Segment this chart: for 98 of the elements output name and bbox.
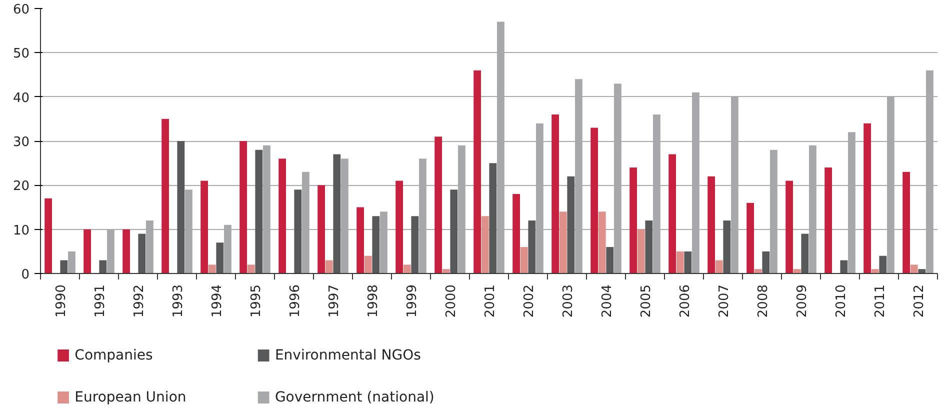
x-tick-label: 1990: [54, 284, 69, 318]
legend-label: Environmental NGOs: [274, 348, 421, 364]
bar: [637, 229, 645, 274]
x-tick-label: 2005: [639, 284, 654, 318]
bar: [99, 260, 107, 274]
x-tick-label: 1997: [327, 284, 342, 318]
bar: [294, 190, 302, 274]
bar: [442, 269, 450, 274]
bar: [723, 220, 731, 274]
bar: [676, 251, 684, 274]
bar: [918, 269, 926, 274]
bar: [762, 251, 770, 274]
y-tick-label: 50: [12, 46, 30, 62]
bar: [396, 180, 404, 274]
bar: [364, 256, 372, 274]
bar: [318, 185, 326, 274]
bar: [668, 154, 676, 274]
bar: [630, 168, 638, 274]
bar: [528, 220, 536, 274]
x-tick-label: 1999: [405, 284, 420, 318]
bar: [208, 264, 216, 274]
bar: [567, 176, 575, 274]
bar: [793, 269, 801, 274]
x-tick-label: 1992: [132, 284, 147, 318]
bar: [278, 158, 286, 274]
bar: [372, 216, 380, 274]
x-tick-label: 2007: [717, 284, 732, 318]
legend-label: Government (national): [274, 390, 434, 406]
bar: [356, 207, 364, 274]
bar: [840, 260, 848, 274]
bar: [481, 216, 489, 274]
y-tick-label: 30: [12, 135, 30, 150]
bar: [559, 212, 567, 274]
bar: [247, 264, 255, 274]
bar: [177, 141, 185, 274]
bar: [255, 150, 263, 274]
bar: [910, 264, 918, 274]
bar: [879, 256, 887, 274]
x-tick-label: 2000: [444, 284, 459, 318]
bar: [84, 229, 92, 274]
bar: [60, 260, 68, 274]
x-tick-label: 1995: [249, 284, 264, 318]
y-tick-label: 60: [12, 2, 30, 18]
bar: [434, 136, 442, 274]
bar: [474, 70, 482, 274]
x-tick-label: 1994: [210, 284, 225, 318]
legend-label: European Union: [74, 390, 186, 406]
x-tick-label: 2003: [561, 284, 576, 318]
bar: [708, 176, 716, 274]
bar: [240, 141, 248, 274]
bar: [520, 247, 528, 274]
bar: [512, 194, 520, 274]
x-tick-label: 1998: [366, 284, 381, 318]
bar: [786, 180, 794, 274]
bar: [715, 260, 723, 274]
x-tick-label: 1991: [93, 284, 108, 318]
bar: [489, 163, 497, 274]
bar: [746, 202, 754, 274]
y-tick-label: 20: [12, 179, 30, 194]
legend-label: Companies: [74, 348, 153, 364]
bar: [122, 229, 130, 274]
bar: [411, 216, 419, 274]
x-tick-label: 2006: [678, 284, 693, 318]
bar: [606, 247, 614, 274]
y-tick-label: 0: [21, 268, 30, 282]
bar: [44, 198, 52, 274]
bar: [138, 234, 146, 274]
x-tick-label: 2002: [522, 284, 537, 318]
y-tick-label: 10: [12, 223, 30, 238]
bar: [590, 128, 598, 274]
bar: [684, 251, 692, 274]
bar: [824, 168, 832, 274]
y-tick-label: 40: [12, 90, 30, 106]
bar: [333, 154, 341, 274]
bar: [68, 251, 76, 274]
x-tick-label: 2008: [756, 284, 771, 318]
bar: [450, 190, 458, 274]
bar: [325, 260, 333, 274]
bar: [162, 118, 170, 274]
bar: [216, 242, 224, 274]
x-tick-label: 1996: [288, 284, 303, 318]
x-tick-label: 2012: [912, 284, 927, 318]
x-tick-label: 2011: [873, 284, 888, 318]
bar: [403, 264, 411, 274]
bar: [645, 220, 653, 274]
x-tick-label: 2009: [795, 284, 810, 318]
x-tick-label: 1993: [171, 284, 186, 318]
bar: [598, 212, 606, 274]
bar: [864, 123, 872, 274]
bar: [200, 180, 208, 274]
x-tick-label: 2004: [600, 284, 615, 318]
x-tick-label: 2010: [834, 284, 849, 318]
bar: [552, 114, 560, 274]
bar: [902, 172, 910, 274]
bar: [754, 269, 762, 274]
bar: [871, 269, 879, 274]
bar: [801, 234, 809, 274]
x-tick-label: 2001: [483, 284, 498, 318]
